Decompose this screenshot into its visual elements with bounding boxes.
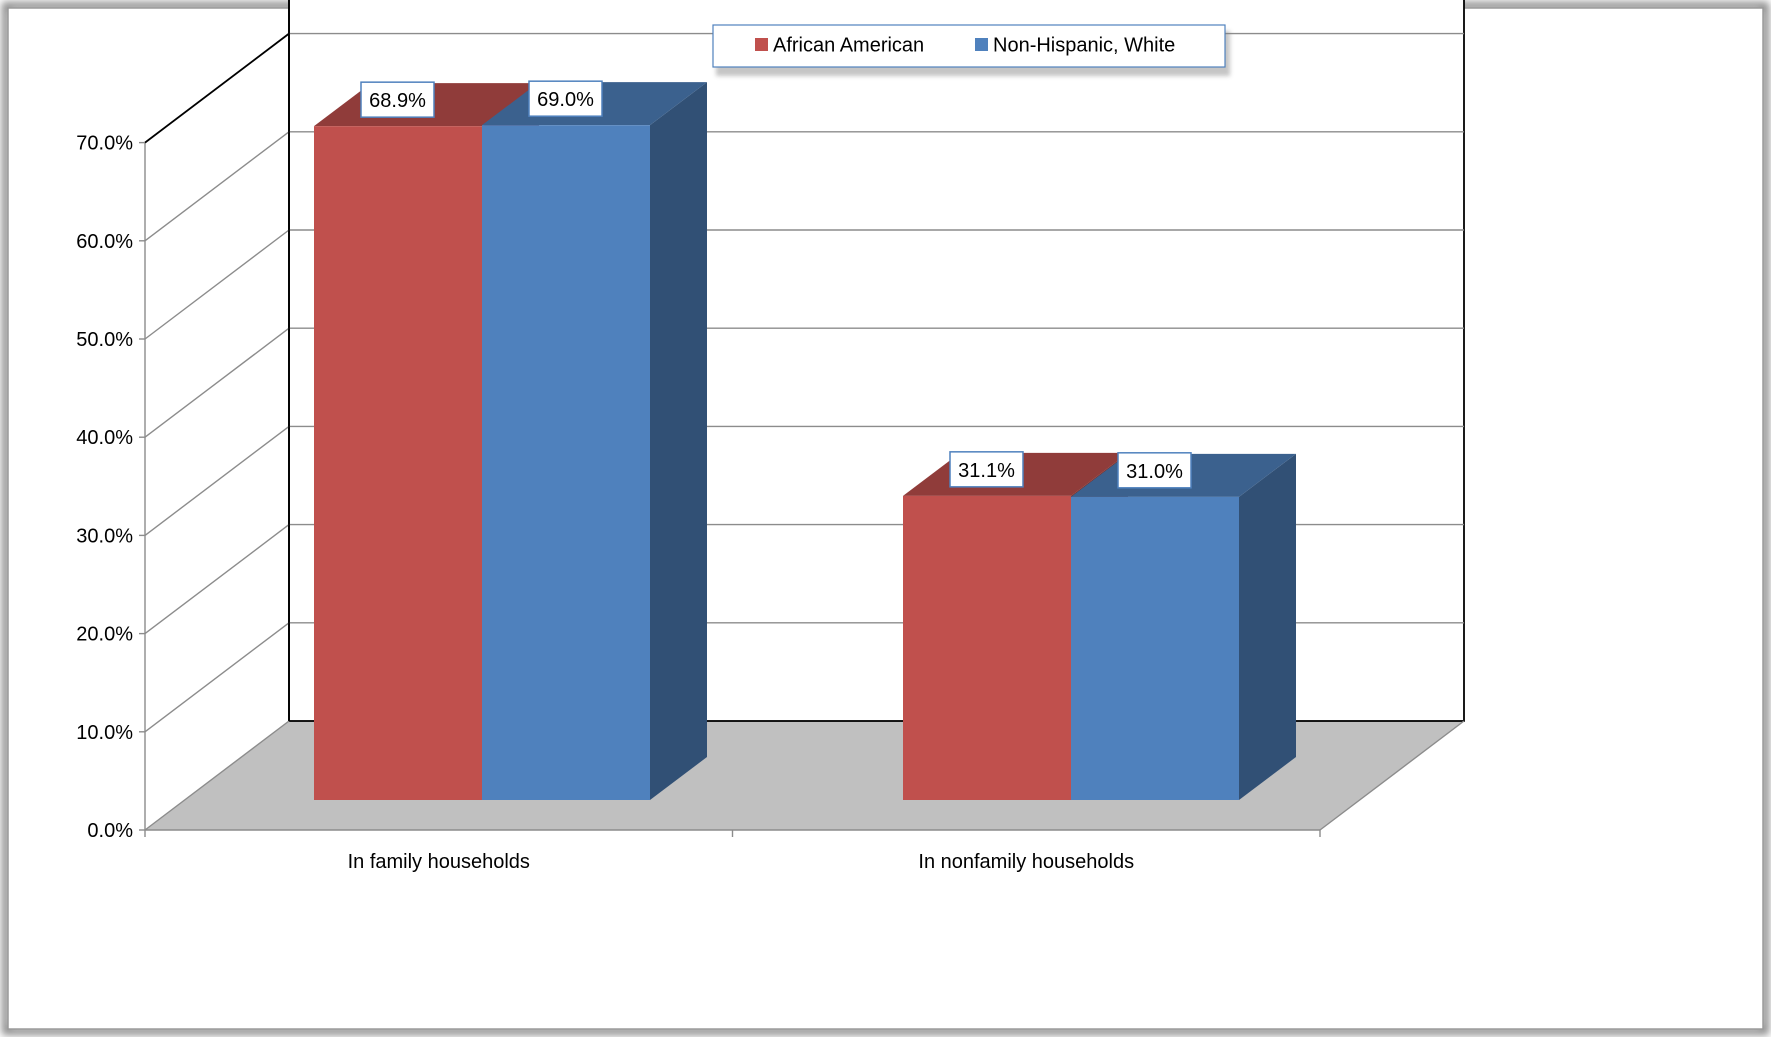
legend-box xyxy=(712,24,1226,68)
data-labels: 68.9% 69.0% 31.1% 31.0% xyxy=(360,80,1192,489)
data-label-text: 31.1% xyxy=(958,460,1015,482)
y-tick-label: 60.0% xyxy=(76,231,133,253)
bar-side-face xyxy=(650,82,707,801)
legend: African American Non-Hispanic, White xyxy=(712,24,1230,76)
data-label-box xyxy=(1117,452,1192,489)
bar-front-face xyxy=(1071,496,1239,800)
y-tick-label: 40.0% xyxy=(76,427,133,449)
bar xyxy=(1071,453,1296,800)
legend-entry-label: Non-Hispanic, White xyxy=(993,35,1175,57)
data-label: 31.1% xyxy=(949,451,1024,488)
side-gridline xyxy=(144,327,290,438)
side-gridline xyxy=(144,425,290,536)
x-axis-tick-labels: In family households In nonfamily househo… xyxy=(348,851,1135,873)
bar xyxy=(482,82,707,801)
y-tick-label: 50.0% xyxy=(76,329,133,351)
side-gridline xyxy=(144,720,290,831)
bar-front-face xyxy=(482,125,650,801)
bar-side-face xyxy=(1239,453,1296,800)
data-label-text: 68.9% xyxy=(369,90,426,112)
data-label-text: 69.0% xyxy=(537,89,594,111)
y-tick-label: 0.0% xyxy=(87,820,133,842)
data-label-box xyxy=(949,451,1024,488)
data-label-box xyxy=(360,81,435,118)
legend-entry-label: African American xyxy=(773,35,924,57)
data-label-box xyxy=(528,80,603,117)
x-tick-label: In family households xyxy=(348,851,530,873)
y-tick-label: 30.0% xyxy=(76,525,133,547)
x-tick-label: In nonfamily households xyxy=(918,851,1134,873)
side-gridline xyxy=(144,229,290,340)
bar-front-face xyxy=(314,126,482,800)
y-tick-label: 10.0% xyxy=(76,722,133,744)
side-gridline xyxy=(144,622,290,733)
y-tick-label: 20.0% xyxy=(76,624,133,646)
data-label: 31.0% xyxy=(1117,452,1192,489)
axes xyxy=(139,0,1465,837)
y-tick-label: 70.0% xyxy=(76,133,133,155)
data-label: 69.0% xyxy=(528,80,603,117)
side-wall-top-edge xyxy=(144,32,290,144)
y-axis-tick-labels: 0.0% 10.0% 20.0% 30.0% 40.0% 50.0% 60.0% 70.0% xyxy=(76,133,133,842)
bar-front-face xyxy=(903,495,1071,800)
legend-swatch xyxy=(755,38,768,51)
data-label-text: 31.0% xyxy=(1126,461,1183,483)
side-gridline xyxy=(144,131,290,242)
data-label: 68.9% xyxy=(360,81,435,118)
legend-swatch xyxy=(975,38,988,51)
floor-right-edge xyxy=(1319,720,1465,831)
side-gridline xyxy=(144,524,290,635)
